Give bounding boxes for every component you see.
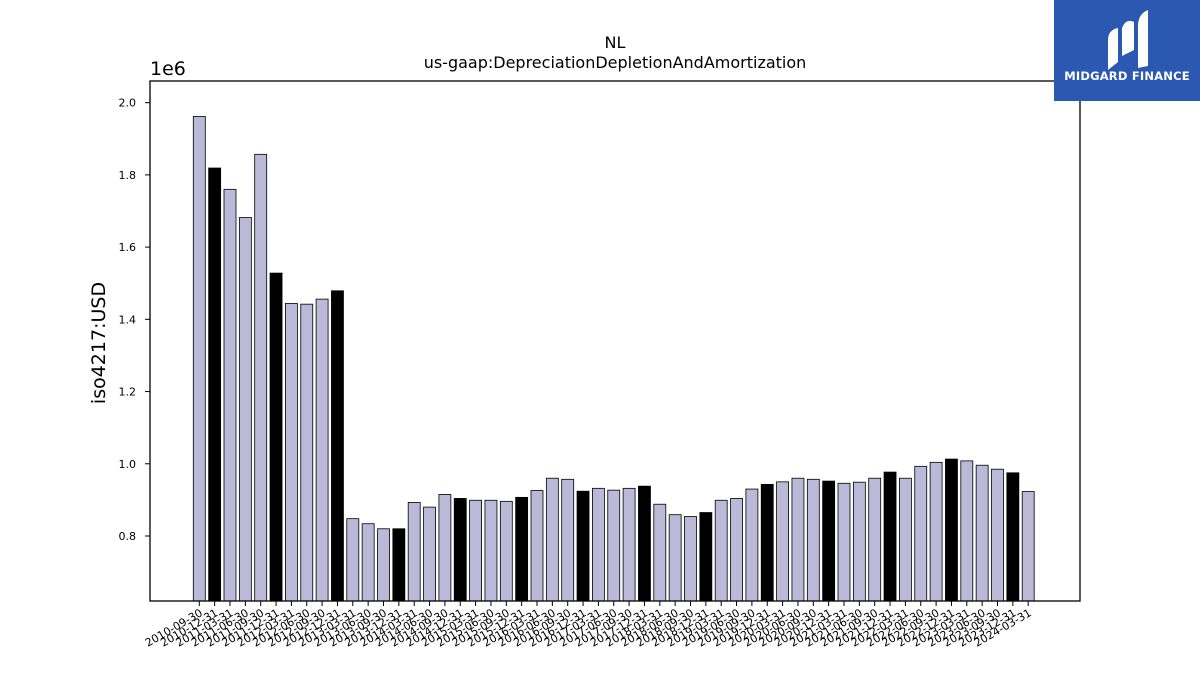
bars-group <box>192 115 1035 602</box>
bar-2017-06-30 <box>607 489 621 602</box>
bar-2019-09-30 <box>745 488 759 602</box>
bar-2016-09-30 <box>561 478 575 602</box>
bar-2011-12-31 <box>269 272 283 602</box>
bar-2014-12-31 <box>453 498 467 602</box>
bar-2014-09-30 <box>438 494 452 602</box>
bar-2018-12-31 <box>699 512 713 602</box>
bar-2017-09-30 <box>622 487 636 602</box>
bar-2020-09-30 <box>806 478 820 602</box>
chart-subtitle: us-gaap:DepreciationDepletionAndAmortiza… <box>424 53 807 72</box>
y-axis-label: iso4217:USD <box>88 282 110 404</box>
bar-2024-03-31 <box>1021 491 1035 602</box>
y-tick-label: 1.4 <box>119 313 137 326</box>
bar-2014-06-30 <box>423 506 436 602</box>
bar-2016-06-30 <box>545 477 559 602</box>
bar-2012-03-31 <box>284 303 298 602</box>
bar-2021-03-31 <box>837 482 851 602</box>
bar-2015-12-31 <box>515 496 529 602</box>
y-tick-label: 0.8 <box>119 530 137 543</box>
bar-2023-06-30 <box>975 464 989 602</box>
y-axis: 0.8 1.0 1.2 1.4 1.6 1.8 2.0 <box>119 97 150 543</box>
bar-2012-12-31 <box>331 290 344 602</box>
y-tick-label: 1.2 <box>119 386 137 399</box>
bar-2017-12-31 <box>638 485 651 602</box>
bar-2011-06-30 <box>238 217 252 602</box>
bar-2019-12-31 <box>760 483 774 602</box>
y-tick-label: 2.0 <box>119 97 137 110</box>
bar-2012-06-30 <box>300 303 314 602</box>
bar-2018-03-31 <box>653 503 667 602</box>
bar-2010-09-30 <box>192 115 206 602</box>
bar-2015-09-30 <box>499 500 513 602</box>
bar-2020-03-31 <box>776 481 789 602</box>
bar-2011-09-30 <box>254 153 268 602</box>
bar-2010-12-31 <box>208 167 222 602</box>
bar-2015-03-31 <box>469 499 483 602</box>
bar-2021-09-30 <box>868 477 882 602</box>
bar-2018-09-30 <box>684 516 697 602</box>
bar-2021-12-31 <box>883 471 897 602</box>
bar-2021-06-30 <box>852 481 866 602</box>
y-offset-label: 1e6 <box>150 58 186 80</box>
bar-2013-09-30 <box>377 528 390 602</box>
chart-title: NL <box>605 33 626 52</box>
y-tick-label: 1.6 <box>119 241 137 254</box>
bar-2020-12-31 <box>822 480 836 602</box>
bar-2013-03-31 <box>346 518 360 602</box>
bar-2019-06-30 <box>730 498 743 602</box>
bar-2014-03-31 <box>407 502 421 602</box>
bar-2023-09-30 <box>991 468 1004 602</box>
bar-2020-06-30 <box>791 477 805 602</box>
brand-name: MIDGARD FINANCE <box>1064 69 1190 83</box>
bar-2016-12-31 <box>576 490 590 602</box>
x-axis: 2010-09-302010-12-312011-03-312011-06-30… <box>143 601 1034 650</box>
brand-logo: MIDGARD FINANCE <box>1054 0 1200 101</box>
bar-2013-12-31 <box>392 528 406 602</box>
bar-2016-03-31 <box>530 490 544 602</box>
bar-2011-03-31 <box>223 188 237 602</box>
bar-2012-09-30 <box>315 298 329 602</box>
bar-2015-06-30 <box>484 499 498 602</box>
bar-2018-06-30 <box>668 514 682 602</box>
bar-2022-12-31 <box>945 458 958 602</box>
brand-mark-icon <box>1108 10 1148 70</box>
bar-2013-06-30 <box>361 523 375 602</box>
plot-frame <box>149 80 1081 602</box>
y-tick-label: 1.8 <box>119 169 137 182</box>
bar-2017-03-31 <box>592 487 605 602</box>
bar-2023-03-31 <box>960 460 974 602</box>
bar-2023-12-31 <box>1006 472 1020 602</box>
bar-2022-06-30 <box>914 465 928 602</box>
bar-2022-09-30 <box>929 461 943 602</box>
bar-2022-03-31 <box>899 477 912 602</box>
bar-2019-03-31 <box>714 499 728 602</box>
y-tick-label: 1.0 <box>119 458 137 471</box>
